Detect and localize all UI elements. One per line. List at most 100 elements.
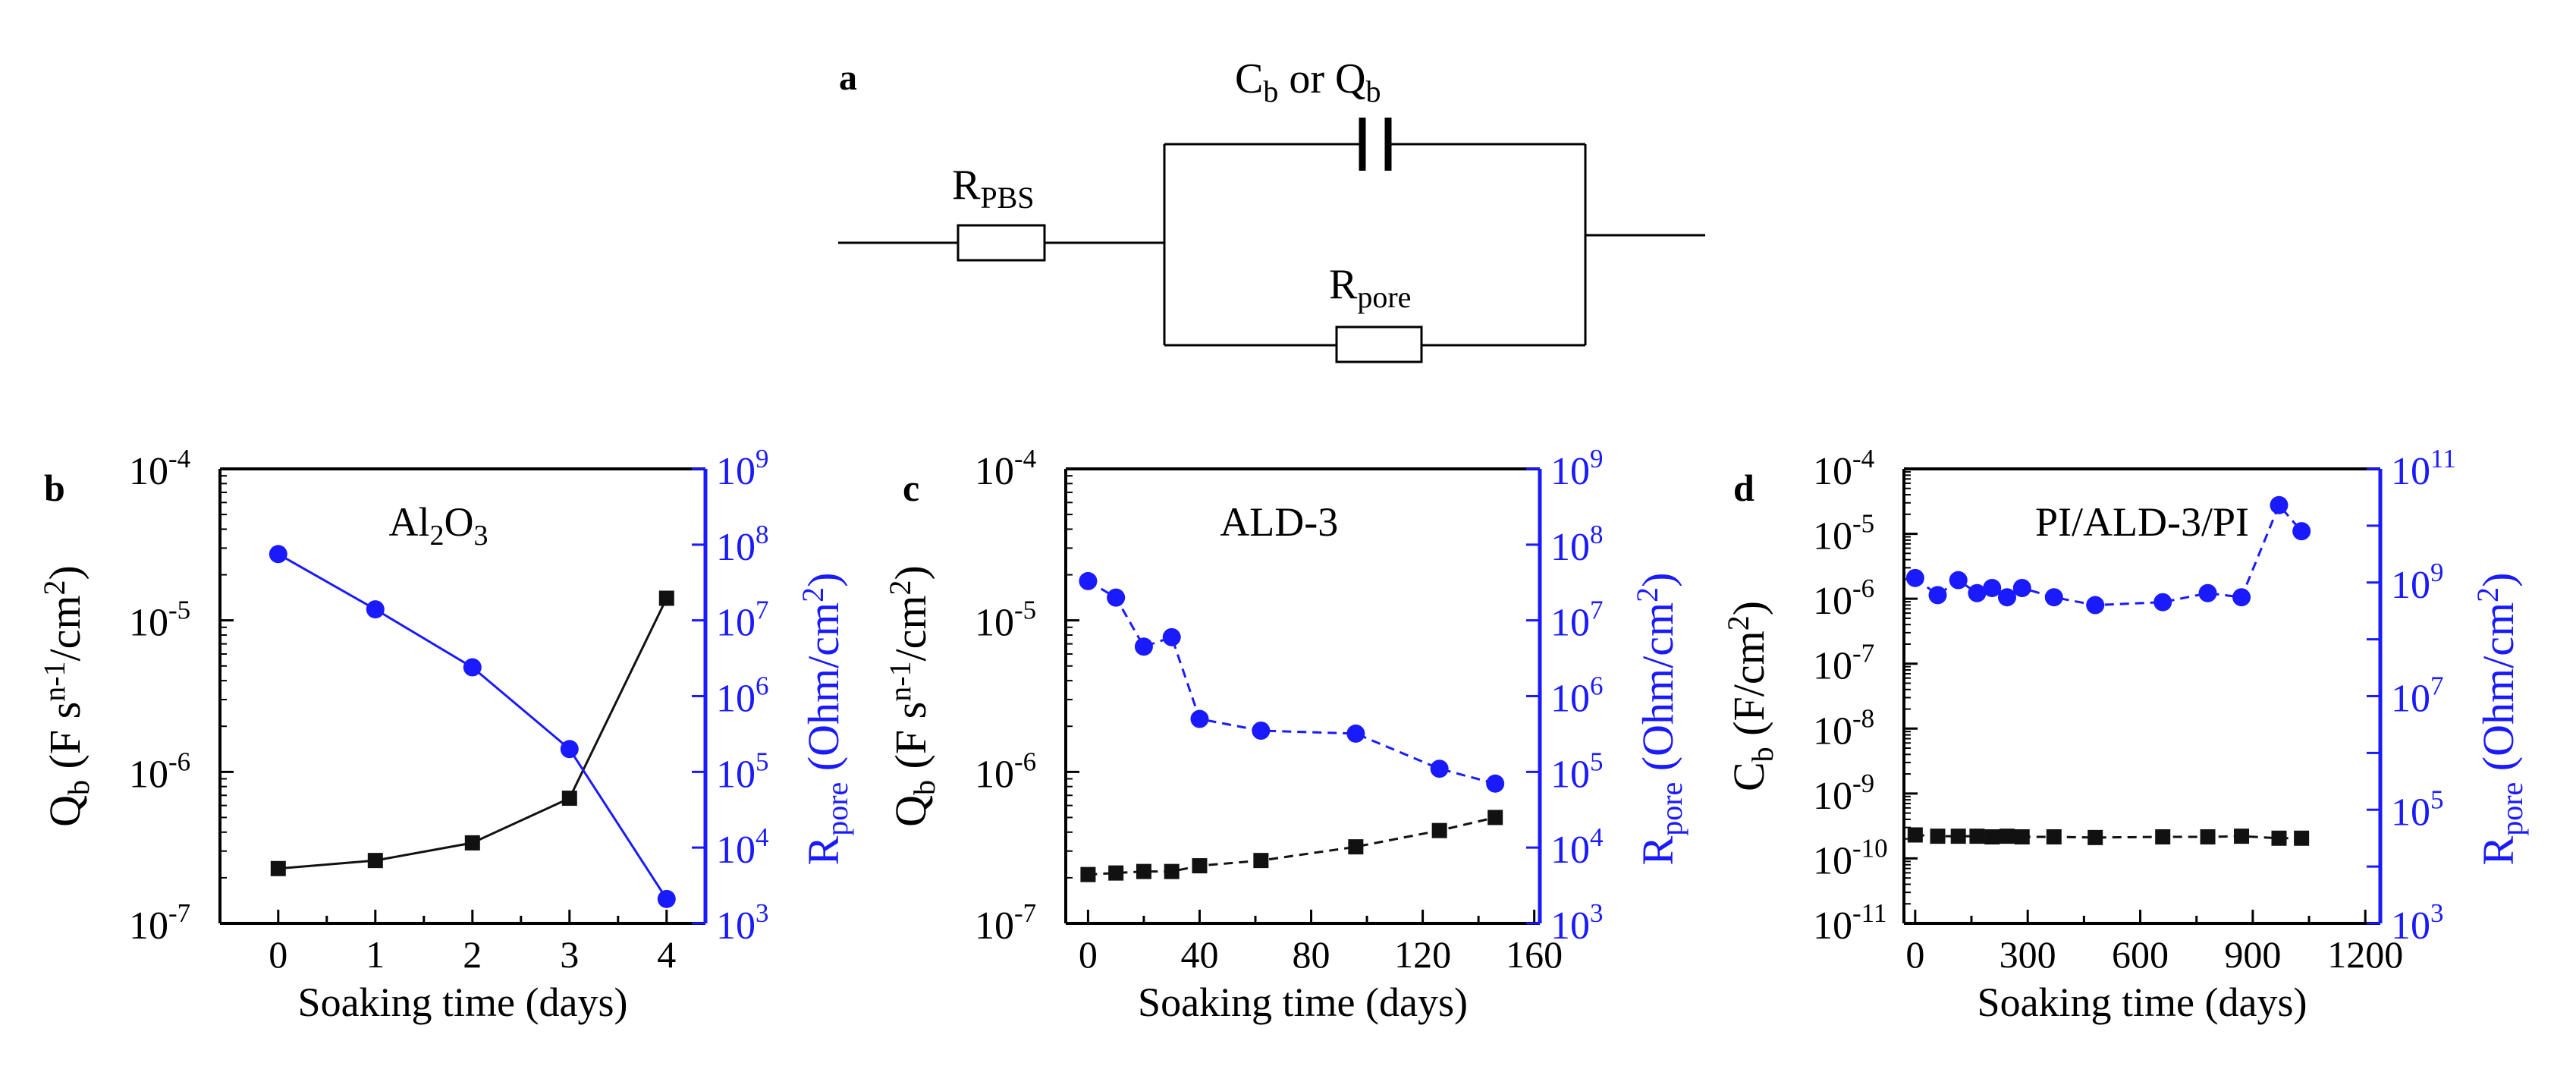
x-axis-label: Soaking time (days) <box>1138 980 1468 1025</box>
y-right-tick-label-exp: 9 <box>2430 558 2444 587</box>
y-left-tick-label-exp: -5 <box>1014 596 1036 625</box>
data-point-Rpore <box>1928 586 1947 605</box>
y-left-tick-label-base: 10 <box>1813 450 1852 493</box>
y-left-label-text: (F/cm <box>1724 630 1773 747</box>
label-cap-base2: Q <box>1335 55 1365 102</box>
title-sub: 2 <box>430 520 445 552</box>
y-left-tick-label-exp: -6 <box>168 747 190 776</box>
x-tick-label: 2 <box>463 933 482 976</box>
y-right-tick-label-base: 10 <box>2391 564 2430 607</box>
data-point-Rpore <box>2292 522 2311 541</box>
y-left-tick-label-base: 10 <box>129 450 168 493</box>
y-right-tick-label: 109 <box>716 444 769 493</box>
data-point-Qb <box>1192 858 1208 874</box>
y-left-label-sup: n-1 <box>37 661 71 701</box>
data-point-Rpore <box>1968 583 1987 602</box>
y-right-tick-label-exp: 3 <box>756 898 769 928</box>
data-point-Qb <box>561 791 577 807</box>
y-right-tick-label-exp: 7 <box>2430 671 2444 701</box>
chart-title: PI/ALD-3/PI <box>2035 499 2249 545</box>
y-right-tick-label-exp: 8 <box>1590 520 1604 549</box>
y-right-tick-label: 108 <box>716 520 769 569</box>
y-left-label-sup: 2 <box>1721 615 1755 630</box>
y-left-tick-label-base: 10 <box>1813 775 1852 818</box>
label-cap-sub1: b <box>1263 74 1278 108</box>
data-point-Cb <box>1999 829 2015 844</box>
y-right-label-text: (Ohm/cm <box>799 602 848 782</box>
y-left-tick-label: 10-9 <box>1813 769 1874 818</box>
y-right-tick-label-exp: 11 <box>2430 444 2456 473</box>
data-point-Qb <box>1080 866 1096 882</box>
data-point-Cb <box>2234 829 2250 844</box>
data-point-Qb <box>1348 839 1364 855</box>
y-left-tick-label-exp: -9 <box>1852 769 1874 798</box>
y-right-tick-label: 109 <box>1550 444 1604 493</box>
y-right-tick-label: 103 <box>1550 898 1604 948</box>
label-rpore-base: R <box>1329 261 1358 308</box>
data-point-Cb <box>1984 829 2000 844</box>
data-point-Cb <box>2200 829 2216 844</box>
y-right-label-sub: pore <box>2495 782 2529 836</box>
y-right-tick-label: 106 <box>716 671 769 721</box>
data-point-Rpore <box>463 658 482 677</box>
data-point-Cb <box>2271 830 2287 846</box>
data-point-Rpore <box>1983 579 2002 598</box>
data-point-Rpore <box>1949 571 1968 590</box>
y-left-tick-label-exp: -7 <box>1852 639 1874 668</box>
x-tick-label: 160 <box>1506 933 1563 976</box>
y-left-tick-label: 10-4 <box>1813 444 1874 493</box>
y-right-tick-label: 1011 <box>2391 444 2456 493</box>
data-point-Qb <box>270 860 286 876</box>
y-left-label-sup: 2 <box>883 580 917 595</box>
y-left-label-sub: b <box>61 780 96 795</box>
y-left-tick-label: 10-7 <box>129 898 190 948</box>
y-right-tick-label: 105 <box>2391 785 2444 834</box>
data-point-Rpore <box>2232 588 2251 607</box>
y-right-tick-label-exp: 9 <box>1590 444 1604 473</box>
y-left-tick-label-base: 10 <box>975 753 1014 796</box>
x-axis-label: Soaking time (days) <box>298 980 628 1025</box>
y-left-label-text: (F s <box>886 702 935 780</box>
y-right-tick-label-exp: 4 <box>756 822 769 852</box>
y-right-tick-label-base: 10 <box>2391 791 2430 834</box>
y-right-label-text: (Ohm/cm <box>2474 602 2523 782</box>
data-point-Cb <box>1907 827 1923 843</box>
data-point-Rpore <box>2153 593 2172 612</box>
data-point-Cb <box>2155 829 2171 844</box>
y-right-tick-label-base: 10 <box>716 829 756 872</box>
y-left-label-base: Q <box>40 795 90 827</box>
title-part: O <box>445 499 474 545</box>
y-left-label-close: ) <box>1724 601 1773 615</box>
y-right-label-close: ) <box>2474 573 2523 587</box>
data-point-Rpore <box>1997 588 2016 607</box>
data-point-Qb <box>1253 853 1269 869</box>
x-tick-label: 3 <box>560 933 579 976</box>
data-point-Rpore <box>1905 568 1924 587</box>
y-left-tick-label-exp: -5 <box>168 596 190 625</box>
label-capacitor: Cb or Qb <box>1235 55 1381 108</box>
x-tick-label: 40 <box>1180 933 1218 976</box>
panel-label-c: c <box>903 467 919 509</box>
y-right-tick-label: 104 <box>716 822 769 872</box>
y-right-tick-label: 107 <box>2391 671 2444 721</box>
y-right-label-text: (Ohm/cm <box>1633 602 1682 782</box>
data-point-Qb <box>367 853 383 869</box>
data-point-Rpore <box>1252 722 1271 741</box>
y-left-tick-label-base: 10 <box>975 450 1014 493</box>
data-point-Rpore <box>1107 588 1126 607</box>
data-point-Rpore <box>2044 588 2063 607</box>
y-right-tick-label-exp: 3 <box>1590 898 1604 928</box>
y-right-tick-label-exp: 6 <box>756 671 769 701</box>
x-tick-label: 0 <box>1079 933 1098 976</box>
data-point-Qb <box>1108 865 1124 881</box>
y-right-axis-label: Rpore (Ohm/cm2) <box>1630 573 1689 866</box>
panel-label-d: d <box>1733 467 1755 509</box>
data-point-Rpore <box>366 600 385 619</box>
y-right-tick-label-base: 10 <box>716 753 756 796</box>
title-sub: 3 <box>474 520 488 552</box>
y-right-tick-label-exp: 9 <box>756 444 769 473</box>
y-left-tick-label: 10-7 <box>1813 639 1874 688</box>
y-right-tick-label-base: 10 <box>2391 678 2430 721</box>
y-left-tick-label-base: 10 <box>1813 580 1852 623</box>
